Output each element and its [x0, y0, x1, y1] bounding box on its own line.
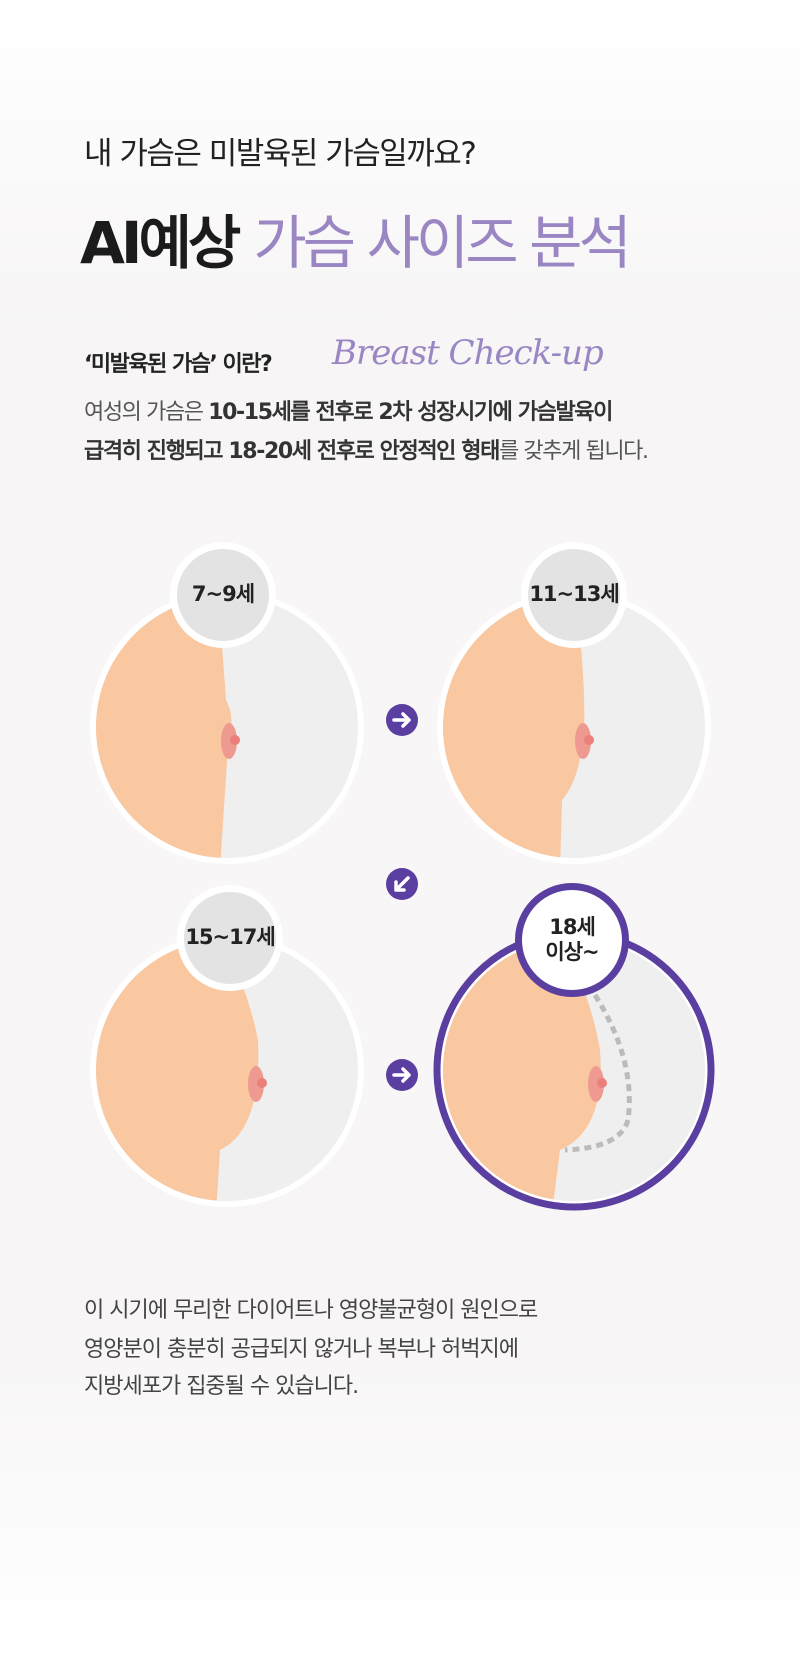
stage-circle-1 [90, 590, 364, 864]
intro-text: 여성의 가슴은 [84, 400, 209, 425]
intro-line-1: 여성의 가슴은 10-15세를 전후로 2차 성장시기에 가슴발육이 [84, 394, 613, 426]
intro-text: 를 갖추게 됩니다. [498, 439, 649, 464]
stage-label: 18세 이상~ [545, 914, 599, 964]
script-logo: Breast Check-up [332, 333, 604, 373]
stage-badge-4: 18세 이상~ [515, 883, 629, 997]
question-heading: 내 가슴은 미발육된 가슴일까요? [84, 136, 477, 172]
intro-heading: ‘미발육된 가슴’ 이란? [84, 352, 273, 377]
stage-label: 7~9세 [191, 582, 255, 607]
intro-text-bold: 급격히 진행되고 18-20세 전후로 안정적인 형태 [84, 439, 500, 464]
intro-text-bold: 10-15세를 전후로 2차 성장시기에 가슴발육이 [208, 400, 613, 425]
stage-circle-2 [437, 590, 711, 864]
arrow-right-icon [386, 704, 418, 736]
footer-line-2: 영양분이 충분히 공급되지 않거나 복부나 허벅지에 [84, 1337, 519, 1362]
arrow-down-left-icon [386, 868, 418, 900]
title-main: AI예상 [80, 209, 241, 277]
footer-line-1: 이 시기에 무리한 다이어트나 영양불균형이 원인으로 [84, 1298, 538, 1323]
title-accent: 가슴 사이즈 분석 [253, 209, 631, 277]
arrow-right-icon [386, 1059, 418, 1091]
stage-badge-3: 15~17세 [177, 885, 283, 991]
intro-line-2: 급격히 진행되고 18-20세 전후로 안정적인 형태를 갖추게 됩니다. [84, 433, 649, 465]
stage-badge-2: 11~13세 [521, 542, 627, 648]
stage-badge-1: 7~9세 [170, 542, 276, 648]
footer-line-3: 지방세포가 집중될 수 있습니다. [84, 1374, 359, 1399]
stage-label: 15~17세 [185, 925, 275, 950]
page-title: AI예상 가슴 사이즈 분석 [80, 196, 632, 280]
stage-label: 11~13세 [529, 582, 619, 607]
